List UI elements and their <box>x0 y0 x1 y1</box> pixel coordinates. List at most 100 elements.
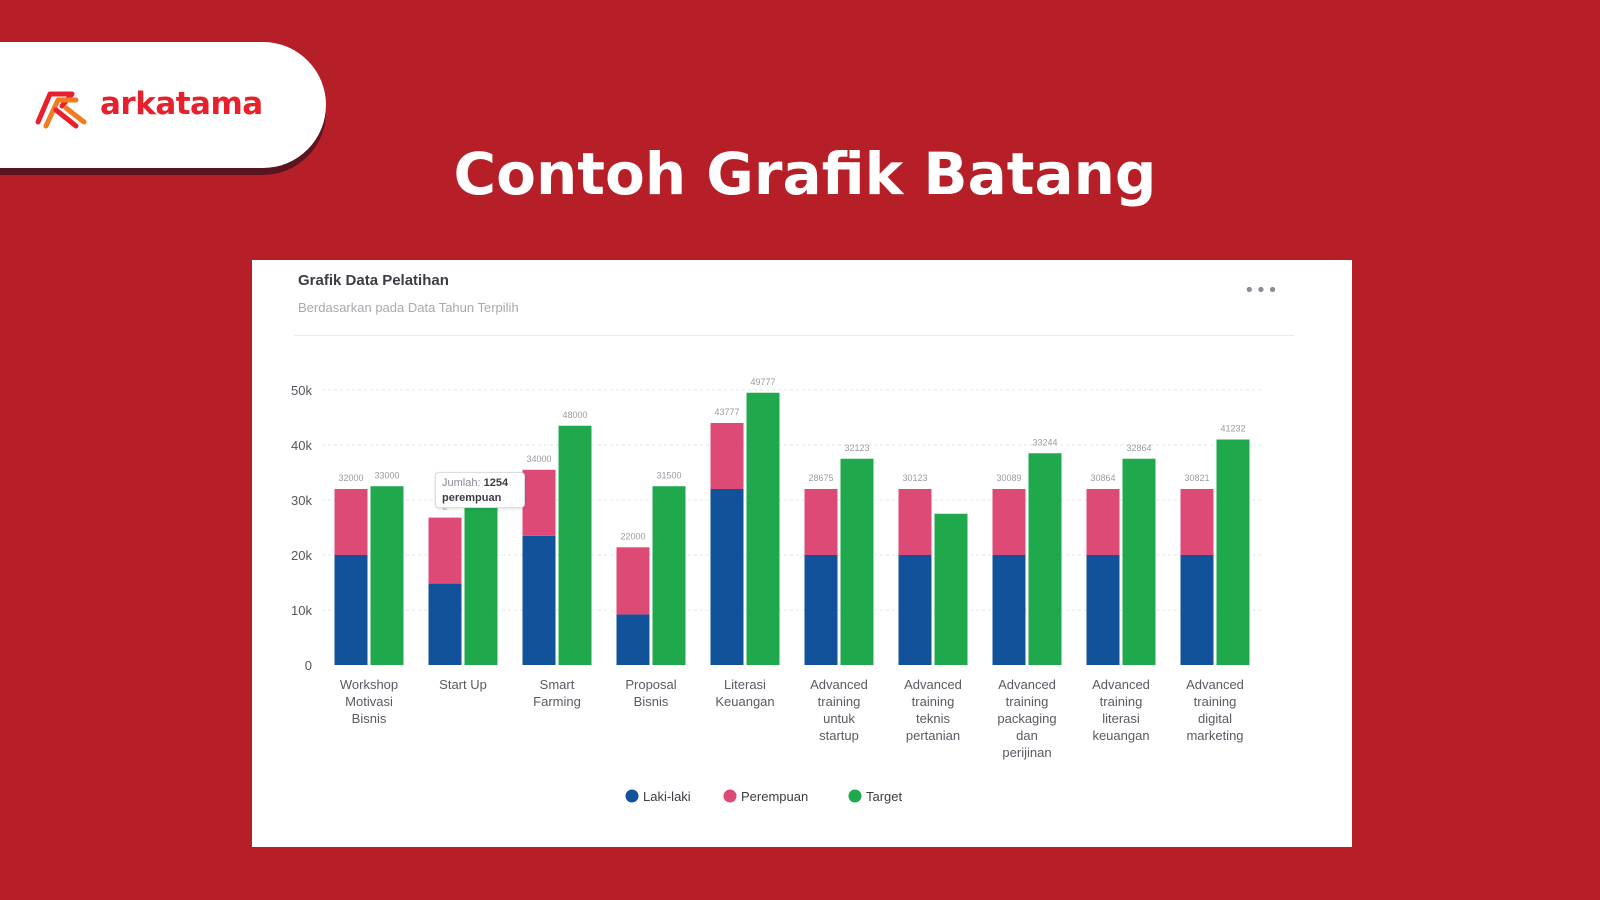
bar-perempuan <box>1180 489 1214 555</box>
data-label: 22000 <box>620 531 645 541</box>
x-tick-label: keuangan <box>1092 728 1149 743</box>
bar-perempuan <box>898 489 932 555</box>
legend-marker <box>848 789 862 803</box>
bar-laki-laki <box>992 555 1026 665</box>
brand-name: arkatama <box>100 86 263 122</box>
tooltip-label: Jumlah: <box>442 477 481 489</box>
bar-perempuan <box>710 423 744 489</box>
data-label: 34000 <box>526 454 551 464</box>
more-horizontal-icon[interactable]: ••• <box>1244 280 1279 301</box>
data-label: 30821 <box>1184 473 1209 483</box>
chart-tooltip: Jumlah: 1254 perempuan <box>435 472 525 508</box>
bar-target <box>1216 439 1250 665</box>
data-label: 32123 <box>844 443 869 453</box>
x-tick-label: literasi <box>1102 711 1140 726</box>
bar-target <box>840 458 874 665</box>
x-tick-label: perijinan <box>1002 745 1051 760</box>
x-tick-label: startup <box>819 728 859 743</box>
x-tick-label: Bisnis <box>634 694 669 709</box>
data-label: 49777 <box>750 377 775 387</box>
card-divider <box>294 335 1294 336</box>
data-label: 43777 <box>714 407 739 417</box>
y-tick-label: 40k <box>291 438 312 453</box>
bar-chart: 0 10k 20k 30k 40k 50k 32000 33000 Workshop Motiva… <box>291 377 1262 804</box>
x-tick-label: Farming <box>533 694 581 709</box>
bar-perempuan <box>616 547 650 615</box>
legend-marker <box>625 789 639 803</box>
bar-target <box>464 502 498 665</box>
x-tick-label: training <box>912 694 955 709</box>
bar-target <box>1028 453 1062 665</box>
tooltip-series: perempuan <box>442 492 502 504</box>
data-label: 41232 <box>1220 424 1245 434</box>
legend-label: Target <box>866 789 903 804</box>
x-tick-label: untuk <box>823 711 855 726</box>
x-tick-label: Keuangan <box>715 694 774 709</box>
data-label: 33000 <box>374 470 399 480</box>
bar-perempuan <box>522 469 556 536</box>
x-tick-label: training <box>818 694 861 709</box>
y-tick-label: 30k <box>291 493 312 508</box>
x-tick-label: pertanian <box>906 728 960 743</box>
x-tick-label: packaging <box>997 711 1056 726</box>
chart-card-subtitle: Berdasarkan pada Data Tahun Terpilih <box>298 300 519 315</box>
bar-perempuan <box>992 489 1026 555</box>
bar-laki-laki <box>1086 555 1120 665</box>
x-tick-label: Workshop <box>340 677 398 692</box>
brand-logo-container: arkatama <box>0 42 326 168</box>
x-tick-label: Bisnis <box>352 711 387 726</box>
bar-perempuan <box>804 489 838 555</box>
x-tick-label: training <box>1194 694 1237 709</box>
data-label: 33244 <box>1032 437 1057 447</box>
y-tick-label: 50k <box>291 383 312 398</box>
bar-target <box>558 425 592 665</box>
chart-card: Grafik Data Pelatihan Berdasarkan pada D… <box>252 260 1352 847</box>
x-tick-label: Advanced <box>1092 677 1150 692</box>
bar-perempuan <box>334 489 368 555</box>
x-tick-label: digital <box>1198 711 1232 726</box>
x-tick-label: training <box>1100 694 1143 709</box>
legend-label: Laki-laki <box>643 789 691 804</box>
data-label: 32000 <box>338 473 363 483</box>
bar-perempuan <box>428 517 462 584</box>
bar-laki-laki <box>1180 555 1214 665</box>
bar-laki-laki <box>710 489 744 665</box>
x-tick-label: Advanced <box>904 677 962 692</box>
y-tick-label: 0 <box>305 658 312 673</box>
x-tick-label: Advanced <box>998 677 1056 692</box>
x-tick-label: dan <box>1016 728 1038 743</box>
bar-laki-laki <box>804 555 838 665</box>
data-label: 30123 <box>902 473 927 483</box>
bar-target <box>1122 458 1156 665</box>
bar-target <box>746 392 780 665</box>
tooltip-value: 1254 <box>483 477 509 489</box>
data-label: 48000 <box>562 410 587 420</box>
bar-laki-laki <box>898 555 932 665</box>
chart-card-title: Grafik Data Pelatihan <box>298 272 449 289</box>
x-tick-label: Advanced <box>1186 677 1244 692</box>
bar-perempuan <box>1086 489 1120 555</box>
x-tick-label: Proposal <box>625 677 676 692</box>
slide-title: Contoh Grafik Batang <box>453 140 1157 208</box>
x-tick-label: marketing <box>1186 728 1243 743</box>
bar-laki-laki <box>522 535 556 665</box>
bar-laki-laki <box>428 583 462 665</box>
x-tick-label: Smart <box>540 677 575 692</box>
arkatama-logo-icon <box>35 91 87 129</box>
legend-marker <box>723 789 737 803</box>
bar-laki-laki <box>334 555 368 665</box>
x-tick-label: training <box>1006 694 1049 709</box>
bar-target <box>652 486 686 665</box>
x-tick-label: Motivasi <box>345 694 393 709</box>
data-label: 31500 <box>656 470 681 480</box>
y-tick-label: 20k <box>291 548 312 563</box>
bar-target <box>934 513 968 665</box>
bar-laki-laki <box>616 614 650 665</box>
data-label: 32864 <box>1126 443 1151 453</box>
y-tick-label: 10k <box>291 603 312 618</box>
data-label: 30864 <box>1090 473 1115 483</box>
x-tick-label: Start Up <box>439 677 487 692</box>
x-tick-label: teknis <box>916 711 950 726</box>
legend-label: Perempuan <box>741 789 808 804</box>
x-tick-label: Literasi <box>724 677 766 692</box>
